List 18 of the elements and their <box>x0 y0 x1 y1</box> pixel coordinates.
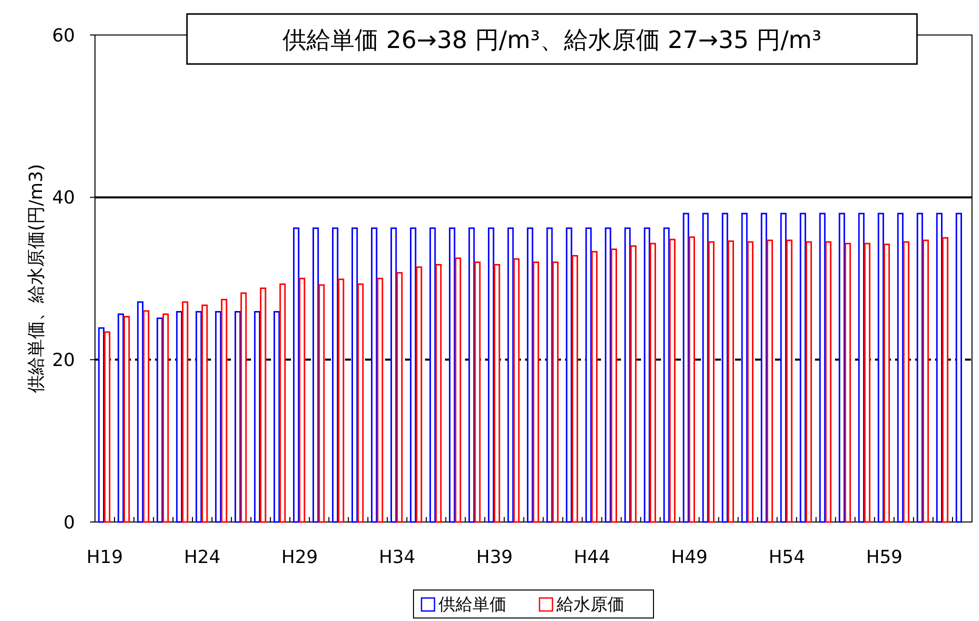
y-tick-label: 60 <box>52 25 75 46</box>
y-tick-label: 20 <box>52 350 75 371</box>
x-tick-label: H49 <box>671 547 708 568</box>
chart-title: 供給単価 26→38 円/m³、給水原価 27→35 円/m³ <box>282 26 822 54</box>
x-tick-label: H59 <box>866 547 903 568</box>
x-tick-label: H24 <box>184 547 220 568</box>
x-tick-label: H54 <box>768 547 806 568</box>
x-tick-label: H29 <box>281 547 318 568</box>
x-tick-label: H34 <box>378 547 416 568</box>
x-tick-label: H39 <box>476 547 513 568</box>
legend-label: 供給単価 <box>438 595 506 615</box>
legend-label: 給水原価 <box>556 595 624 615</box>
x-tick-label: H19 <box>86 547 123 568</box>
y-tick-label: 0 <box>64 512 75 534</box>
y-axis-title: 供給単価、給水原価(円/m3) <box>26 164 47 394</box>
bar <box>956 212 962 523</box>
y-tick-label: 40 <box>52 188 75 209</box>
x-tick-label: H44 <box>574 547 610 568</box>
